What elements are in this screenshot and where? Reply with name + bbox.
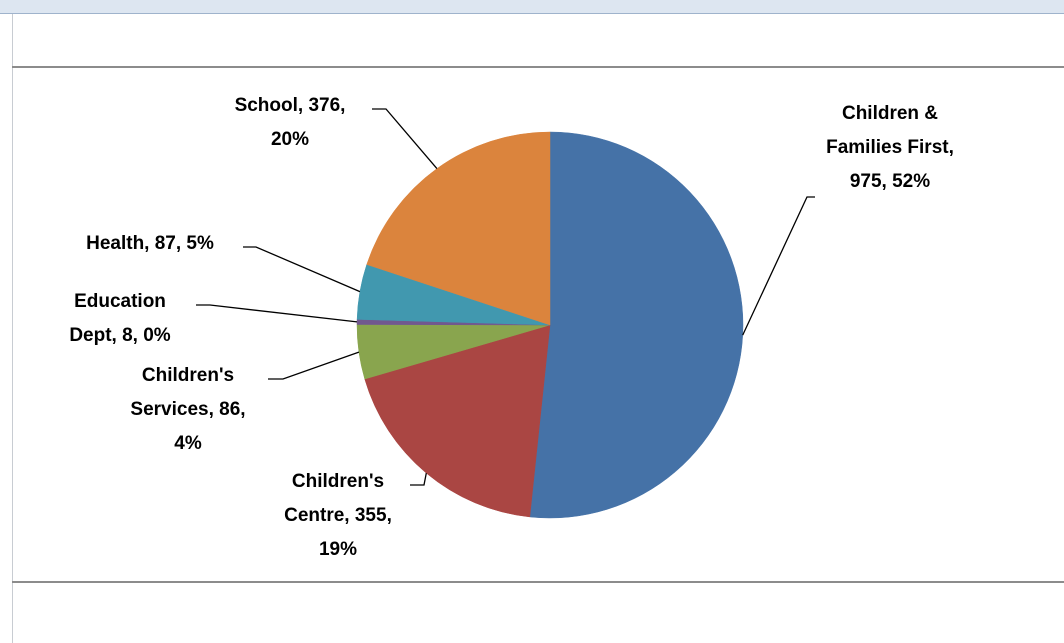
data-label-children-s-services: Children's Services, 86, 4% — [130, 365, 245, 454]
data-label-line: 20% — [271, 129, 309, 150]
pie-slice-children-families-first — [529, 131, 744, 519]
data-label-line: Children's — [292, 471, 384, 492]
pie-slices — [356, 131, 744, 519]
data-label-line: 975, 52% — [850, 171, 930, 192]
data-label-line: 4% — [174, 433, 202, 454]
data-label-line: Families First, — [826, 137, 954, 158]
chart-frame — [12, 14, 1064, 643]
leader-lines — [196, 108, 815, 486]
data-label-line: Centre, 355, — [284, 505, 392, 526]
leader-line-health — [243, 246, 361, 293]
chart-bottom-rule — [12, 581, 1064, 583]
leader-line-school — [372, 108, 438, 170]
data-label-education-dept: Education Dept, 8, 0% — [69, 291, 170, 346]
leader-line-children-families-first — [742, 196, 815, 336]
data-label-line: Services, 86, — [130, 399, 245, 420]
leader-line-children-s-centre — [410, 472, 427, 486]
data-label-children-families-first: Children & Families First, 975, 52% — [826, 103, 954, 192]
chart-top-rule — [12, 66, 1064, 68]
data-label-line: School, 376, — [235, 95, 346, 116]
data-label-school: School, 376, 20% — [235, 95, 346, 150]
data-label-line: Children & — [842, 103, 938, 124]
pie-slice-school — [366, 131, 551, 326]
data-label-line: Dept, 8, 0% — [69, 325, 170, 346]
data-label-health: Health, 87, 5% — [86, 233, 214, 254]
leader-line-children-s-services — [268, 351, 360, 380]
data-labels: Children & Families First, 975, 52%Childre… — [69, 95, 954, 560]
data-label-line: Health, 87, 5% — [86, 233, 214, 254]
data-label-line: 19% — [319, 539, 357, 560]
leader-line-education-dept — [196, 304, 358, 323]
data-label-line: Education — [74, 291, 166, 312]
data-label-line: Children's — [142, 365, 234, 386]
window-top-strip — [0, 0, 1064, 14]
data-label-children-s-centre: Children's Centre, 355, 19% — [284, 471, 392, 560]
